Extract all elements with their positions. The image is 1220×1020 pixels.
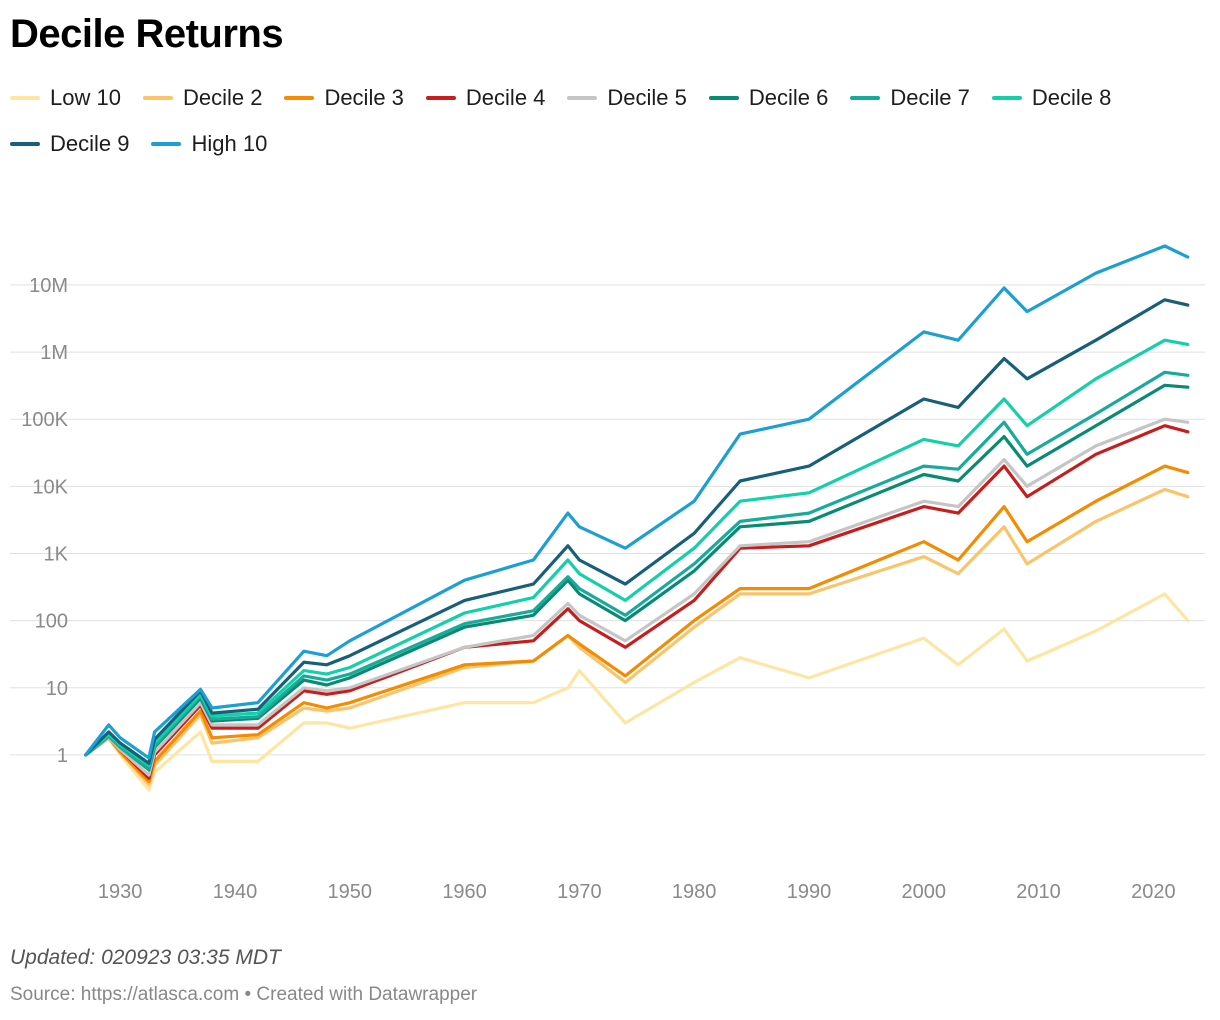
legend-label: Low 10	[50, 85, 121, 110]
x-tick-label: 1970	[557, 881, 602, 903]
y-tick-label: 1K	[44, 543, 69, 565]
legend-swatch	[10, 96, 40, 100]
legend-label: High 10	[191, 131, 268, 156]
x-tick-label: 2000	[902, 881, 947, 903]
y-tick-label: 10K	[32, 476, 68, 498]
series-line-high-10[interactable]	[84, 244, 1190, 760]
y-axis-labels: 1 10 100 1K 10K 100K 1M 10M	[21, 275, 68, 767]
series-line-low-10[interactable]	[84, 592, 1190, 792]
legend-item: Low 10	[10, 84, 121, 112]
legend-item: Decile 6	[708, 84, 829, 112]
series-line-decile-5[interactable]	[84, 417, 1190, 777]
legend-item: Decile 8	[991, 84, 1112, 112]
chart-notes: Updated: 020923 03:35 MDT	[10, 946, 281, 969]
legend-swatch	[567, 96, 598, 100]
gridlines	[10, 284, 1205, 756]
legend-item: Decile 9	[10, 130, 129, 158]
footer-separator: •	[244, 984, 252, 1005]
legend: Low 10 Decile 2 Decile 3 Decile 4 Decile 5 De…	[10, 84, 1190, 158]
legend-label: Decile 2	[182, 85, 263, 110]
credit-label: Created with Datawrapper	[256, 984, 478, 1005]
legend-swatch	[850, 96, 881, 100]
legend-swatch	[708, 96, 739, 100]
legend-item: Decile 5	[567, 84, 687, 112]
x-tick-label: 1950	[328, 881, 373, 903]
legend-label: Decile 9	[50, 131, 130, 156]
series-line-decile-3[interactable]	[84, 464, 1190, 784]
x-tick-label: 1960	[442, 881, 487, 903]
chart-footer: Source: https://atlasca.com • Created wi…	[10, 984, 477, 1006]
y-tick-label: 100	[35, 611, 68, 633]
legend-label: Decile 5	[607, 85, 687, 110]
legend-swatch	[991, 96, 1022, 100]
y-tick-label: 10M	[29, 275, 68, 297]
legend-item: Decile 2	[142, 84, 263, 112]
x-tick-label: 1930	[98, 881, 143, 903]
series-line-decile-9[interactable]	[84, 298, 1190, 765]
series-line-decile-7[interactable]	[84, 370, 1190, 771]
chart-title: Decile Returns	[10, 12, 284, 56]
series-line-decile-8[interactable]	[84, 338, 1190, 767]
line-chart: 1 10 100 1K 10K 100K 1M 10M 1930 1940 1950 1960 197…	[10, 244, 1205, 903]
y-tick-label: 100K	[21, 409, 68, 431]
legend-item: Decile 3	[284, 84, 404, 112]
legend-label: Decile 8	[1031, 85, 1112, 110]
x-tick-label: 1980	[672, 881, 717, 903]
x-tick-label: 1990	[787, 881, 832, 903]
legend-swatch	[284, 96, 315, 100]
series-lines	[84, 244, 1190, 792]
legend-item: Decile 4	[425, 84, 546, 112]
x-tick-label: 1940	[213, 881, 258, 903]
x-tick-label: 2010	[1016, 881, 1061, 903]
legend-label: Decile 7	[890, 85, 970, 110]
x-tick-label: 2020	[1131, 881, 1176, 903]
y-tick-label: 1M	[40, 342, 68, 364]
y-tick-label: 1	[57, 745, 68, 767]
legend-swatch	[151, 142, 182, 146]
legend-swatch	[142, 96, 173, 100]
x-axis-labels: 1930 1940 1950 1960 1970 1980 1990 2000 2010 2020	[98, 881, 1176, 903]
source-label[interactable]: Source: https://atlasca.com	[10, 984, 240, 1005]
series-line-decile-4[interactable]	[84, 424, 1190, 780]
legend-swatch	[425, 96, 456, 100]
legend-item: Decile 7	[850, 84, 970, 112]
y-tick-label: 10	[46, 678, 68, 700]
legend-item: High 10	[151, 130, 267, 158]
legend-label: Decile 6	[748, 85, 829, 110]
legend-swatch	[10, 142, 40, 146]
legend-label: Decile 3	[324, 85, 404, 110]
legend-label: Decile 4	[465, 85, 546, 110]
